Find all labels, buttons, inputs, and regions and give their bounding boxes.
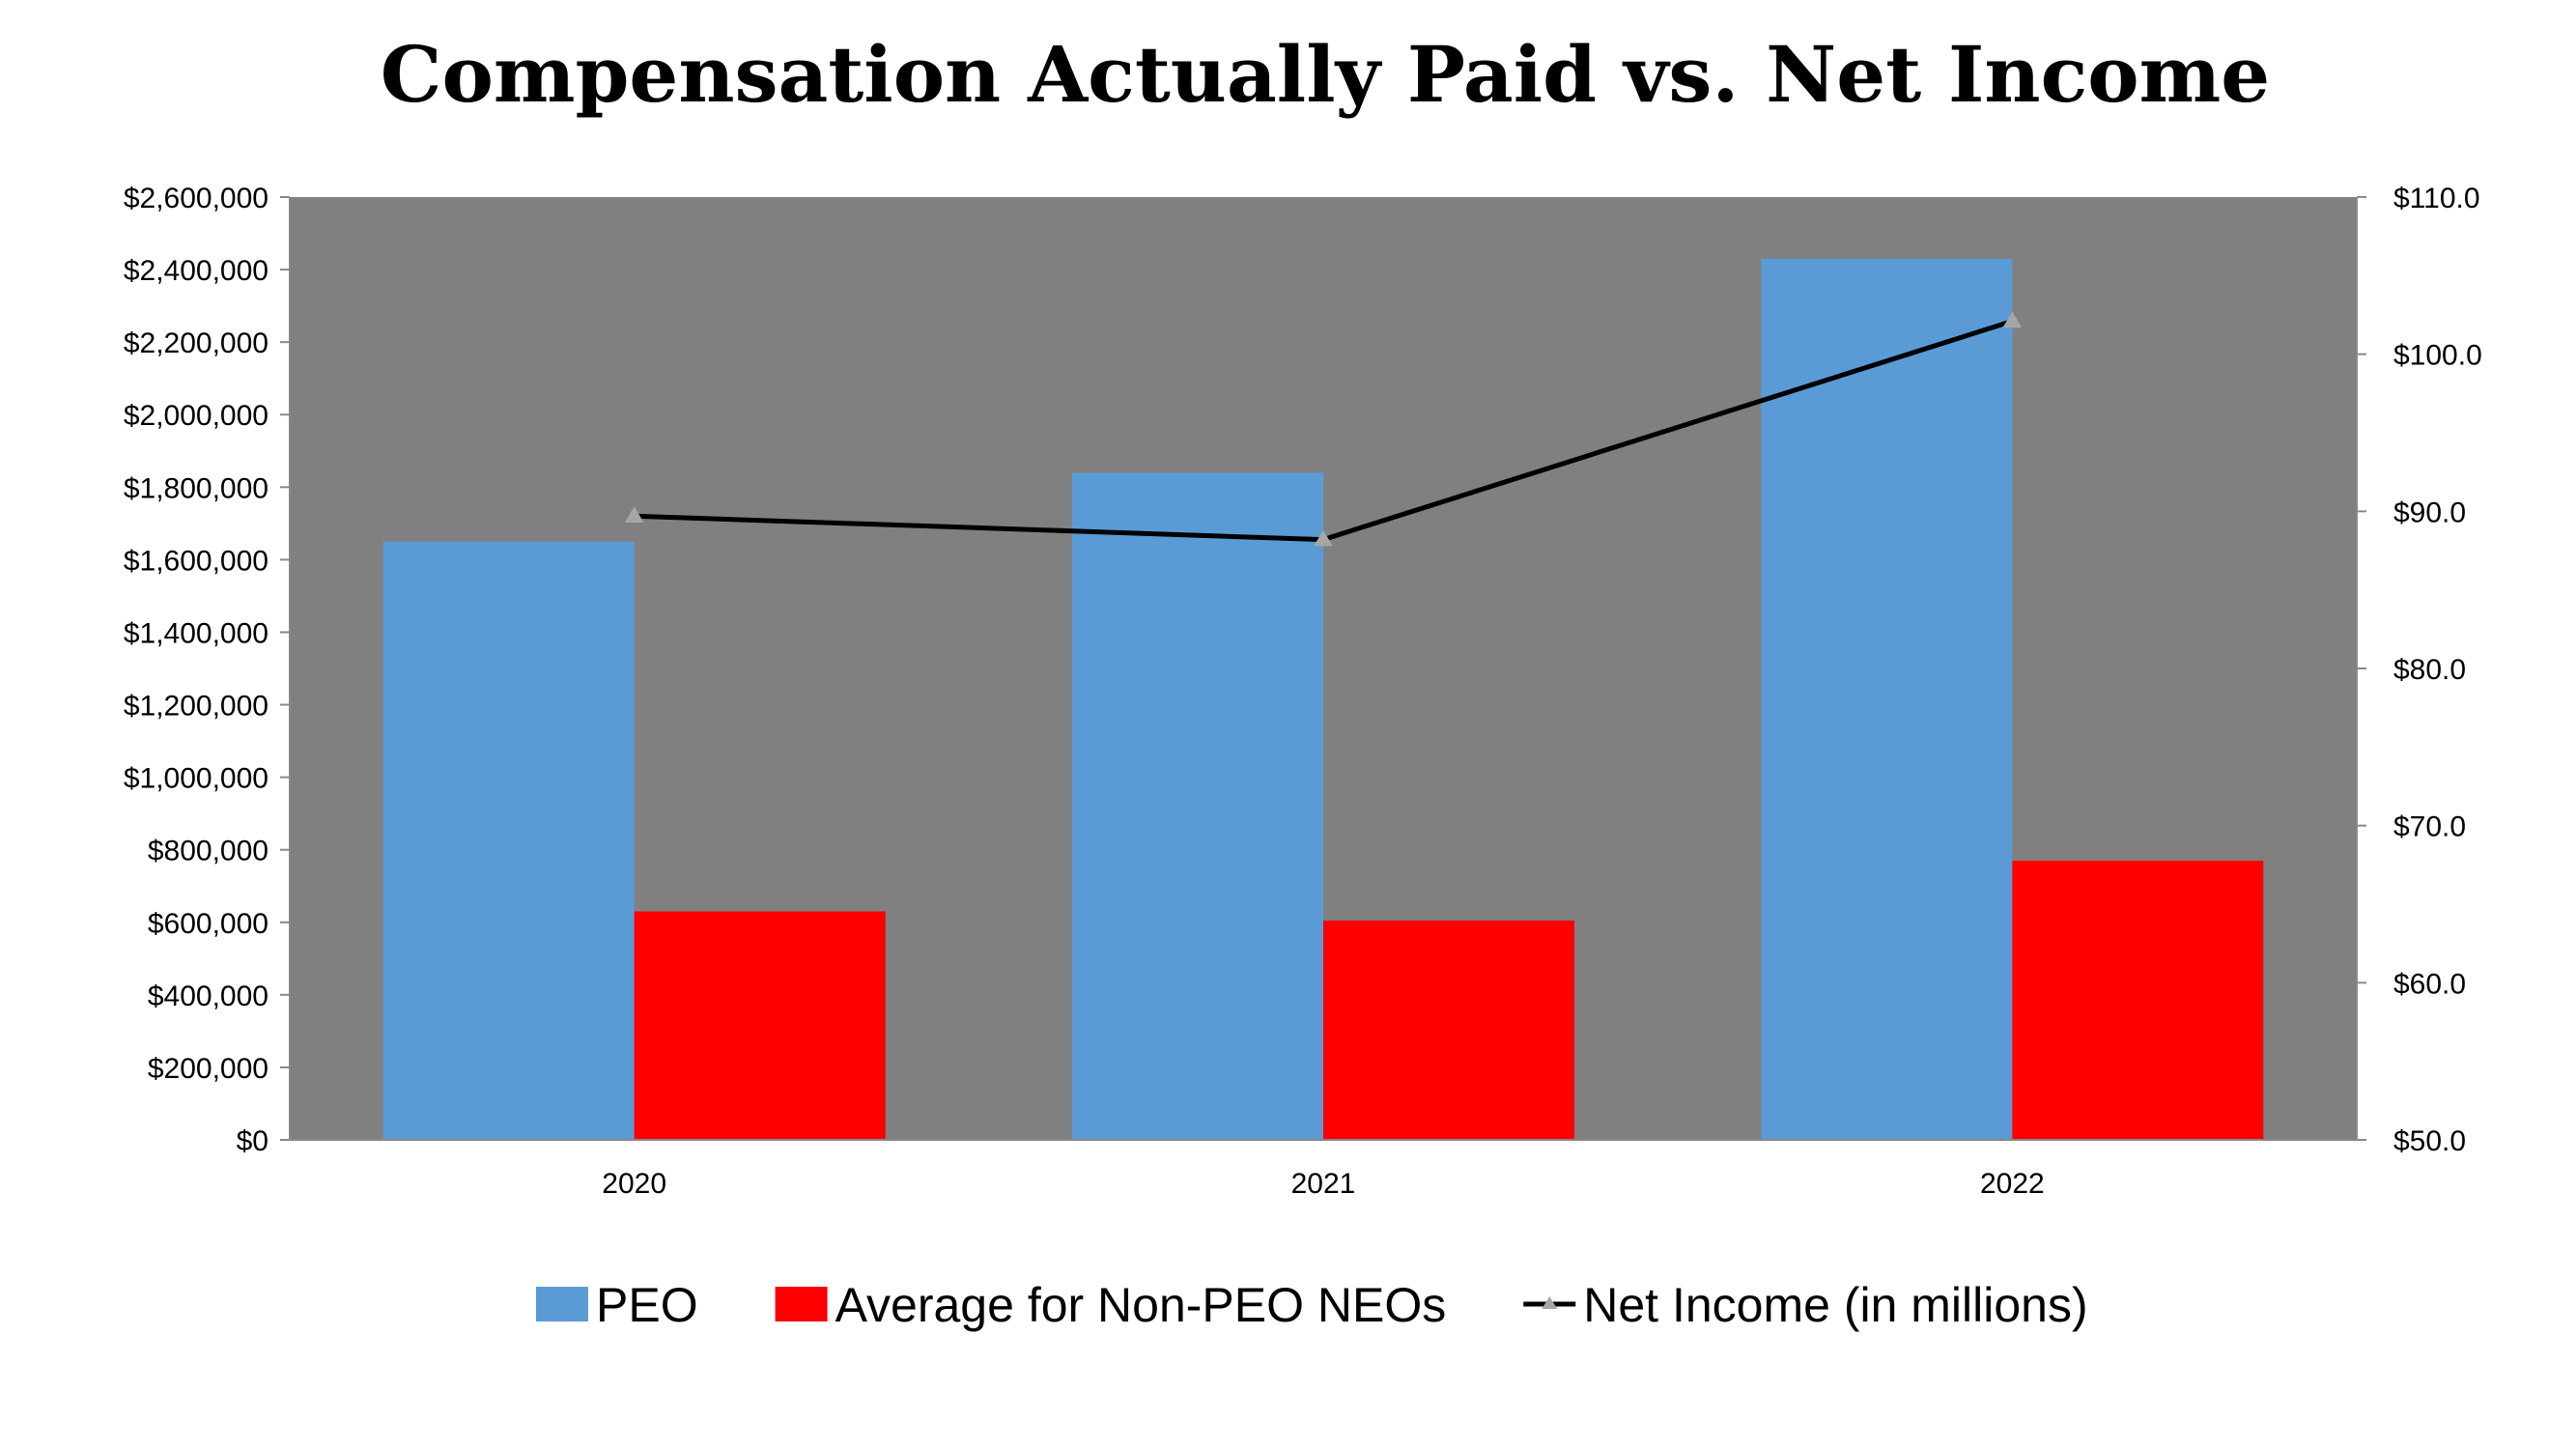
left-tick-label: $400,000 [148, 980, 269, 1012]
bar-peo-2022 [1761, 258, 2013, 1140]
left-tick-label: $2,400,000 [124, 255, 269, 287]
right-tick-label: $70.0 [2393, 811, 2466, 843]
right-tick-label: $100.0 [2393, 340, 2482, 372]
left-tick-label: $1,200,000 [124, 691, 269, 723]
left-tick-label: $200,000 [148, 1053, 269, 1085]
net-income-marker-2020 [624, 506, 644, 524]
chart-title: Compensation Actually Paid vs. Net Incom… [380, 29, 2271, 120]
bar-average-for-non-peo-neos-2021 [1323, 920, 1574, 1140]
right-tick-label: $80.0 [2393, 654, 2466, 686]
legend-label-net-income-in-millions: Net Income (in millions) [1583, 1278, 2087, 1332]
legend-label-average-for-non-peo-neos: Average for Non-PEO NEOs [835, 1278, 1447, 1332]
left-tick-label: $1,400,000 [124, 617, 269, 649]
legend: PEO Average for Non-PEO NEOs Net Income (i… [536, 1278, 2088, 1332]
x-axis: 2020 2021 2022 [290, 1139, 2357, 1200]
net-income-marker-2022 [2002, 311, 2023, 328]
bar-average-for-non-peo-neos-2022 [2012, 860, 2264, 1140]
x-tick-label: 2021 [1291, 1168, 1356, 1200]
left-tick-label: $600,000 [148, 908, 269, 940]
left-tick-label: $0 [237, 1125, 269, 1157]
right-axis: $50.0 $60.0 $70.0 $80.0 $90.0 $100.0 $110.0 [2356, 183, 2482, 1157]
right-tick-label: $50.0 [2393, 1125, 2466, 1157]
left-tick-label: $1,800,000 [124, 472, 269, 504]
right-tick-label: $90.0 [2393, 497, 2466, 528]
left-axis: $0 $200,000 $400,000 $600,000 $800,000 $1,000… [124, 183, 291, 1157]
legend-swatch-average-for-non-peo-neos [775, 1287, 828, 1321]
x-tick-label: 2020 [602, 1168, 666, 1200]
bar-peo-2021 [1072, 472, 1323, 1140]
left-tick-label: $2,000,000 [124, 400, 269, 432]
bars [382, 258, 2264, 1140]
net-income-marker-2021 [1314, 529, 1333, 547]
left-tick-label: $1,000,000 [124, 763, 269, 795]
bar-peo-2020 [382, 541, 635, 1140]
right-tick-label: $110.0 [2393, 183, 2480, 214]
left-tick-label: $2,200,000 [124, 327, 269, 359]
legend-label-peo: PEO [596, 1278, 698, 1332]
left-tick-label: $800,000 [148, 836, 269, 867]
left-tick-label: $2,600,000 [124, 183, 269, 214]
net-income-line-series [624, 311, 2023, 547]
legend-marker-icon [1542, 1296, 1558, 1309]
x-tick-label: 2022 [1980, 1168, 2045, 1200]
legend-swatch-peo [536, 1287, 588, 1321]
left-tick-label: $1,600,000 [124, 545, 269, 577]
right-tick-label: $60.0 [2393, 968, 2466, 1000]
bar-average-for-non-peo-neos-2020 [634, 911, 886, 1140]
